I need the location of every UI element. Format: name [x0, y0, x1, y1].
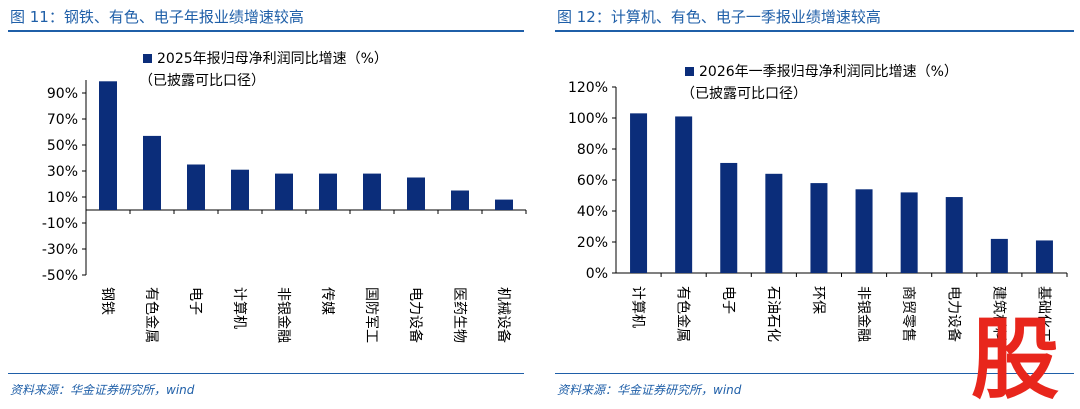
category-label: 钢铁 [99, 287, 115, 315]
category-label: 基础化工 [1035, 286, 1052, 342]
footer-divider [8, 373, 524, 374]
y-tick-label: 20% [577, 235, 608, 251]
category-label: 有色金属 [143, 287, 160, 343]
watermark-glyph: 股 [971, 308, 1059, 409]
bar-5 [319, 173, 337, 210]
bar-0 [99, 81, 117, 210]
legend-swatch [143, 54, 152, 63]
legend-note: （已披露可比口径） [139, 73, 265, 89]
y-tick-label: 80% [577, 142, 608, 158]
bar-8 [990, 238, 1008, 273]
category-label: 电子 [187, 287, 203, 315]
legend-note: （已披露可比口径） [681, 86, 807, 102]
bar-2 [187, 164, 205, 210]
y-tick-label: 30% [47, 164, 78, 180]
category-label: 非银金融 [275, 287, 291, 343]
bar-1 [675, 116, 693, 273]
figure-title: 图 11：钢铁、有色、电子年报业绩增速较高 [10, 8, 304, 26]
y-tick-label: 100% [568, 111, 608, 127]
category-label: 计算机 [630, 286, 646, 328]
bar-7 [945, 197, 963, 273]
y-tick-label: 120% [568, 80, 608, 96]
category-label: 国防军工 [363, 287, 379, 343]
y-tick-label: 40% [577, 204, 608, 220]
y-tick-label: 70% [47, 112, 78, 128]
y-tick-label: 60% [577, 173, 608, 189]
bar-9 [495, 199, 513, 210]
bar-3 [231, 169, 249, 210]
y-tick-label: -50% [42, 268, 78, 284]
footer-divider [555, 373, 1074, 374]
legend-swatch [685, 67, 694, 76]
bar-9 [1035, 240, 1053, 273]
category-label: 电子 [720, 286, 736, 314]
bar-8 [451, 190, 469, 210]
bar-4 [275, 173, 293, 210]
bar-7 [407, 177, 425, 210]
bar-0 [630, 113, 648, 273]
figure-title: 图 12：计算机、有色、电子一季报业绩增速较高 [557, 8, 881, 26]
category-label: 计算机 [231, 287, 247, 329]
category-label: 有色金属 [675, 286, 692, 342]
y-tick-label: 90% [47, 86, 78, 102]
y-tick-label: -30% [42, 242, 78, 258]
category-label: 电力设备 [945, 286, 962, 342]
bar-3 [765, 173, 783, 273]
y-tick-label: -10% [42, 216, 78, 232]
stock-logo-watermark: 股 [971, 308, 1059, 409]
legend-label: 2025年报归母净利润同比增速（%） [157, 50, 388, 67]
category-label: 医药生物 [451, 287, 467, 343]
category-label: 机械设备 [495, 287, 512, 343]
y-tick-label: 10% [47, 190, 78, 206]
bar-5 [855, 189, 873, 273]
category-label: 环保 [810, 286, 826, 314]
y-tick-label: 0% [586, 266, 608, 282]
category-label: 传媒 [319, 287, 335, 315]
bar-4 [810, 183, 828, 273]
source-note: 资料来源：华金证券研究所，wind [557, 383, 742, 397]
bar-2 [720, 162, 738, 273]
bar-6 [363, 173, 381, 210]
bar-chart-1: 2025年报归母净利润同比增速（%） （已披露可比口径） -50% -30% -10% 1… [42, 50, 527, 343]
title-divider [8, 30, 524, 32]
category-label: 商贸零售 [900, 286, 916, 342]
category-label: 建筑材料 [990, 286, 1006, 342]
bar-1 [143, 135, 161, 210]
category-label: 石油石化 [765, 286, 781, 342]
legend-label: 2026年一季报归母净利润同比增速（%） [699, 63, 958, 80]
chart-panel-1: 图 11：钢铁、有色、电子年报业绩增速较高 2025年报归母净利润同比增速（%）… [0, 0, 530, 409]
category-label: 电力设备 [407, 287, 424, 343]
chart-panel-2: 图 12：计算机、有色、电子一季报业绩增速较高 2026年一季报归母净利润同比增… [547, 0, 1080, 409]
y-tick-label: 50% [47, 138, 78, 154]
category-label: 非银金融 [855, 286, 871, 342]
bar-chart-2: 2026年一季报归母净利润同比增速（%） （已披露可比口径） 0% 20% 40% 60%… [568, 63, 1068, 342]
source-note: 资料来源：华金证券研究所，wind [10, 383, 195, 397]
title-divider [555, 30, 1074, 32]
bar-6 [900, 192, 918, 273]
